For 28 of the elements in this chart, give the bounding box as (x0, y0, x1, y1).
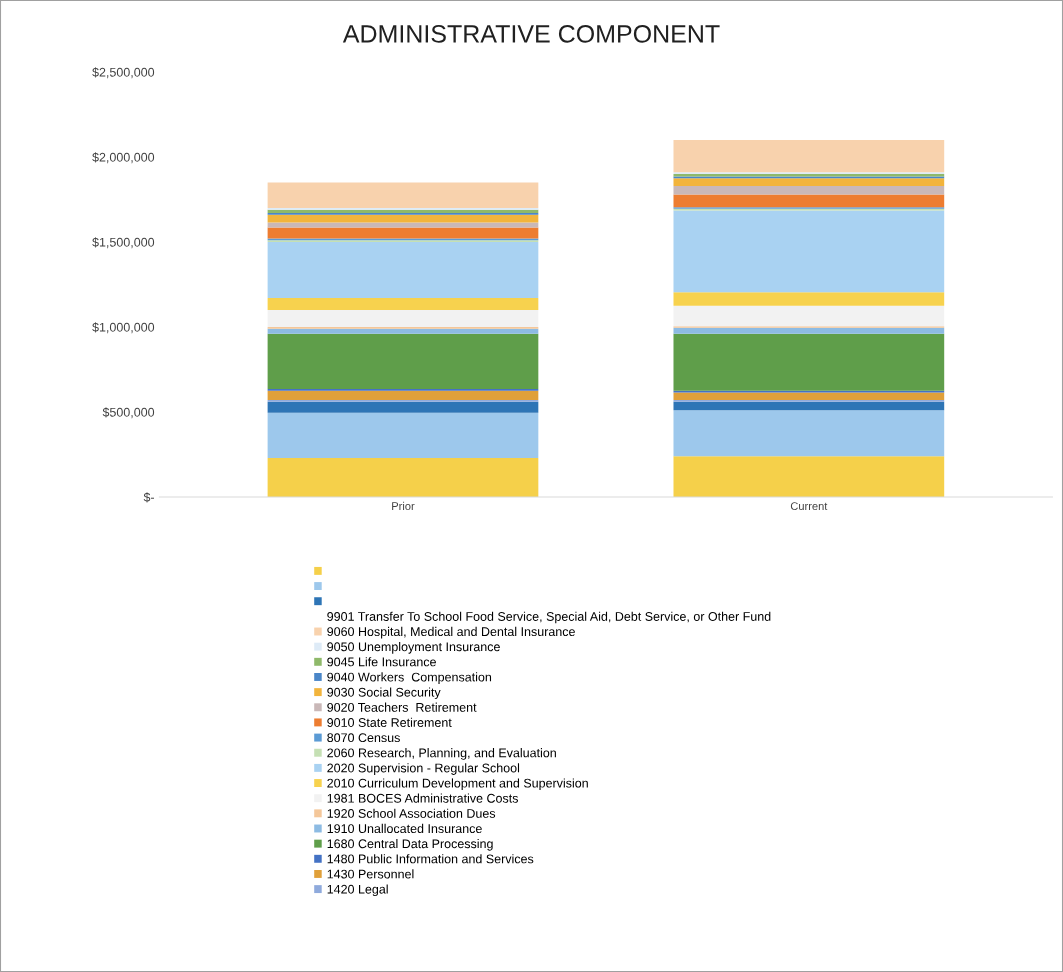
legend-label: 1430 Personnel (327, 869, 414, 879)
legend-label: 2060 Research, Planning, and Evaluation (327, 748, 556, 760)
legend-label: 2020 Supervision - Regular School (327, 763, 520, 775)
legend-label: 9050 Unemployment Insurance (327, 642, 500, 654)
legend-label: 1480 Public Information and Services (327, 854, 534, 864)
x-tick-label: Current (790, 502, 828, 511)
legend-label: 9060 Hospital, Medical and Dental Insurance (327, 626, 575, 639)
legend-label: 9040 Workers Compensation (327, 672, 492, 684)
y-tick-label: $500,000 (102, 407, 155, 419)
legend-label: 1920 School Association Dues (327, 808, 496, 818)
y-tick-label: $2,000,000 (92, 152, 155, 164)
chart-title: ADMINISTRATIVE COMPONENT (342, 25, 720, 43)
legend-label: 9030 Social Security (327, 687, 441, 700)
legend-label: 1981 BOCES Administrative Costs (327, 793, 518, 803)
legend-label: 9010 State Retirement (327, 717, 452, 727)
legend-label: 1910 Unallocated Insurance (327, 823, 482, 834)
y-tick-label: $1,000,000 (92, 322, 155, 334)
y-tick-label: $2,500,000 (92, 67, 155, 79)
x-tick-label: Prior (392, 501, 415, 511)
y-tick-label: $- (143, 492, 155, 503)
legend-label: 9020 Teachers Retirement (327, 702, 477, 712)
legend-label: 2010 Curriculum Development and Supervision (327, 778, 588, 791)
y-tick-label: $1,500,000 (92, 237, 155, 249)
legend-label: 9045 Life Insurance (327, 657, 436, 667)
legend-label: 1420 Legal (327, 884, 388, 897)
text: 9901 Transfer To School Food Service, Special Aid, Debt Service, or Other Fund (327, 611, 771, 624)
legend-label: 1680 Central Data Processing (327, 838, 493, 851)
legend-label: 8070 Census (327, 733, 400, 743)
